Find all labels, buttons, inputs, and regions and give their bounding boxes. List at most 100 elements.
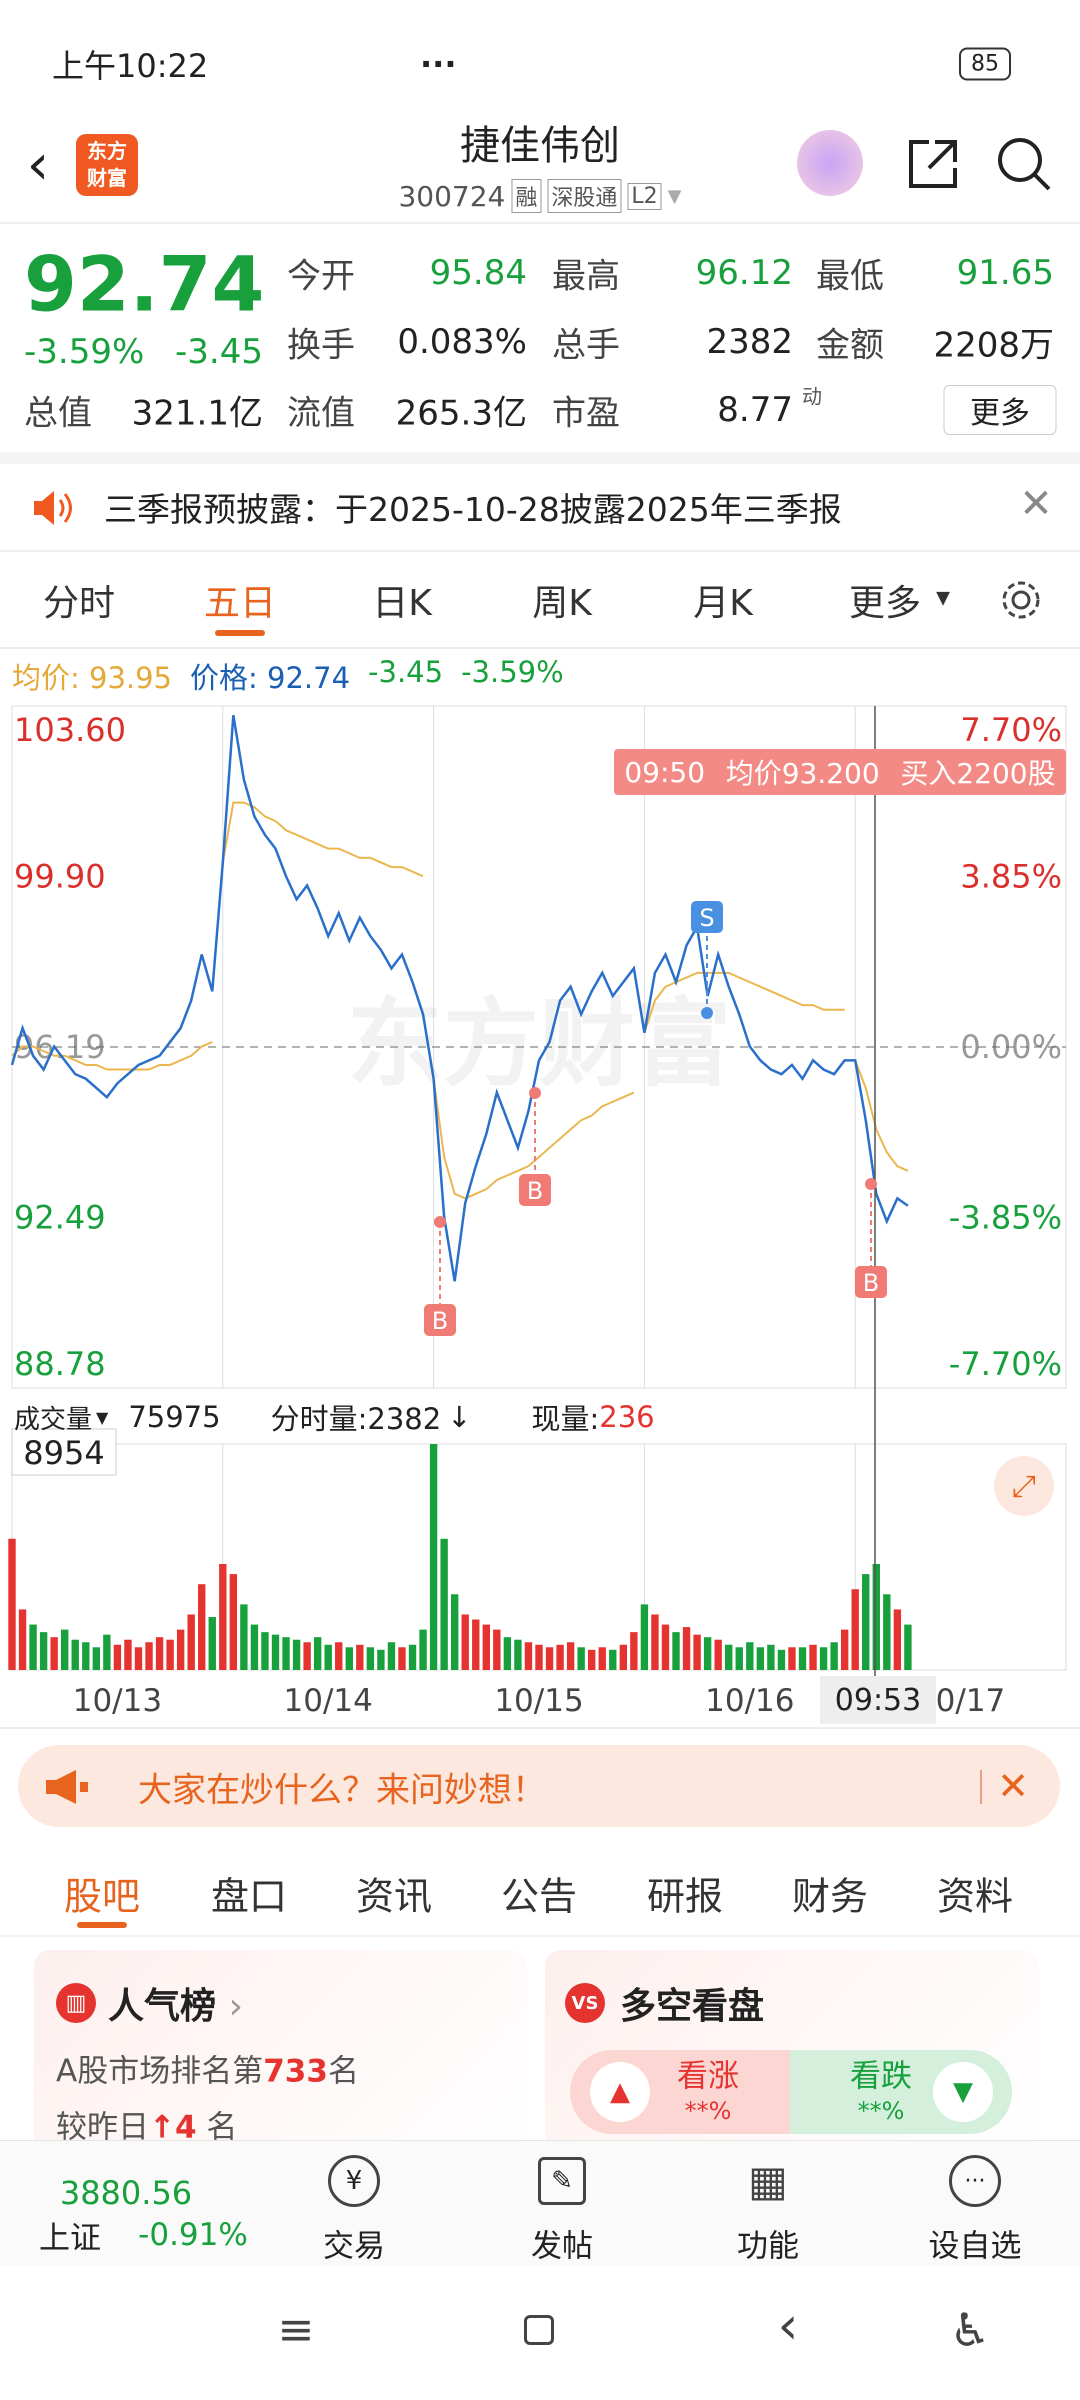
settings-icon[interactable]	[998, 577, 1044, 623]
menu-button[interactable]: ≡	[277, 2304, 315, 2356]
period-tab[interactable]: 日K	[372, 583, 432, 624]
volume-bar	[356, 1644, 364, 1670]
y-right-label: 3.85%	[960, 857, 1062, 895]
stock-name: 捷佳伟创	[460, 123, 620, 169]
trade-tooltip: 09:50 均价93.200 买入2200股	[614, 749, 1066, 795]
tag: L2	[627, 182, 662, 210]
more-button[interactable]: 更多	[943, 385, 1057, 435]
home-button[interactable]	[524, 2315, 554, 2345]
expand-button[interactable]: ⤢	[994, 1456, 1054, 1516]
volume-bar	[313, 1637, 322, 1670]
info-tab[interactable]: 财务	[791, 1874, 869, 1919]
info-tab[interactable]: 公告	[500, 1874, 578, 1919]
index-value[interactable]: 3880.56	[59, 2174, 193, 2212]
banner-text[interactable]: 大家在炒什么？来问妙想！	[138, 1770, 546, 1811]
stat-value: 91.65	[956, 253, 1054, 293]
change: -3.45	[175, 332, 263, 372]
tag: 融	[511, 179, 542, 213]
volume-bar	[609, 1649, 617, 1670]
banner-close[interactable]: ✕	[997, 1764, 1029, 1808]
volume-bar	[862, 1574, 870, 1670]
nav-item[interactable]: 交易	[323, 2228, 385, 2265]
legend-price: 价格: 92.74	[190, 661, 351, 695]
volume-bar	[282, 1637, 290, 1670]
nav-item[interactable]: 发帖	[531, 2228, 593, 2265]
index-name[interactable]: 上证	[39, 2220, 101, 2257]
status-dots: ···	[420, 45, 457, 83]
volume-bar	[208, 1616, 216, 1670]
volume-bar	[271, 1634, 280, 1670]
volume-bar	[229, 1574, 238, 1670]
volume-bar	[71, 1639, 79, 1670]
stat-label: 最低	[816, 256, 884, 297]
volume-bar	[450, 1594, 459, 1670]
volume-bar	[166, 1639, 174, 1670]
share-icon[interactable]	[905, 136, 961, 192]
current-volume: 236	[599, 1400, 655, 1434]
index-change[interactable]: -0.91%	[138, 2217, 248, 2253]
volume-bar	[651, 1614, 659, 1670]
pe-superscript: 动	[802, 384, 822, 409]
volume-bar	[788, 1647, 796, 1670]
nav-item[interactable]: 设自选	[928, 2228, 1022, 2265]
volume-bar	[292, 1639, 301, 1670]
change-pct: -3.59%	[24, 332, 145, 372]
notice-close[interactable]: ✕	[1019, 481, 1053, 527]
volume-title[interactable]: 成交量	[14, 1404, 93, 1435]
notice-text[interactable]: 三季报预披露：于2025-10-28披露2025年三季报	[104, 490, 842, 529]
bottom-nav: 3880.56 上证 -0.91% ¥ 交易 ✎ 发帖 ▦ 功能 ··· 设自选	[0, 2140, 1080, 2266]
info-tab-active[interactable]: 股吧	[63, 1874, 141, 1919]
search-icon[interactable]	[996, 136, 1052, 192]
popularity-card[interactable]	[34, 1950, 527, 2150]
y-tick-label: 99.90	[14, 857, 106, 895]
stat-label: 总值	[24, 393, 92, 434]
stock-code: 300724	[398, 179, 506, 213]
volume-bar	[619, 1644, 628, 1670]
volume-bar	[8, 1538, 16, 1670]
bear-label: 看跌	[850, 2058, 912, 2095]
nav-item[interactable]: 功能	[737, 2228, 799, 2265]
period-tab-active[interactable]: 五日	[203, 583, 277, 624]
info-tab[interactable]: 盘口	[210, 1874, 288, 1919]
period-tab[interactable]: 月K	[693, 583, 753, 624]
volume-bar	[82, 1642, 90, 1670]
info-tab[interactable]: 研报	[646, 1874, 724, 1919]
period-tab[interactable]: 更多	[848, 583, 922, 624]
bear-pct: **%	[857, 2097, 905, 2125]
volume-bar	[303, 1642, 311, 1670]
back-button[interactable]: ‹	[26, 132, 50, 198]
volume-bar	[398, 1647, 406, 1670]
status-time: 上午10:22	[52, 47, 209, 85]
accessibility-button[interactable]: ♿	[949, 2303, 991, 2357]
app-logo: 东方 财富	[76, 134, 138, 196]
ask-banner[interactable]	[18, 1745, 1060, 1827]
volume-bar	[545, 1647, 554, 1670]
back-nav-button[interactable]: ‹	[777, 2296, 799, 2356]
volume-bar	[39, 1632, 48, 1670]
bull-label: 看涨	[677, 2058, 739, 2095]
info-tab[interactable]: 资讯	[355, 1874, 433, 1919]
avg-line	[643, 971, 845, 1034]
volume-bar	[777, 1649, 786, 1670]
volume-bar	[872, 1563, 880, 1670]
x-tick-label: 10/13	[73, 1683, 162, 1719]
system-nav: ≡ ‹ ♿	[0, 2266, 1080, 2400]
period-tab[interactable]: 周K	[532, 583, 592, 624]
price-line	[10, 715, 909, 1282]
volume-bar	[345, 1647, 353, 1670]
volume-bar	[198, 1584, 206, 1670]
y-right-label: -7.70%	[949, 1345, 1062, 1383]
trade-point	[701, 1007, 713, 1019]
info-tab[interactable]: 资料	[936, 1874, 1014, 1919]
volume-bar	[809, 1644, 817, 1670]
assistant-avatar[interactable]	[797, 130, 863, 196]
volume-bar	[746, 1642, 754, 1670]
volume-bar	[176, 1629, 185, 1670]
volume-bar	[429, 1444, 438, 1670]
period-tab[interactable]: 分时	[42, 583, 116, 624]
volume-bar	[440, 1538, 448, 1670]
volume-bar	[377, 1649, 385, 1670]
logo-text: 财富	[87, 166, 127, 190]
stat-value: 8.77	[717, 390, 793, 430]
